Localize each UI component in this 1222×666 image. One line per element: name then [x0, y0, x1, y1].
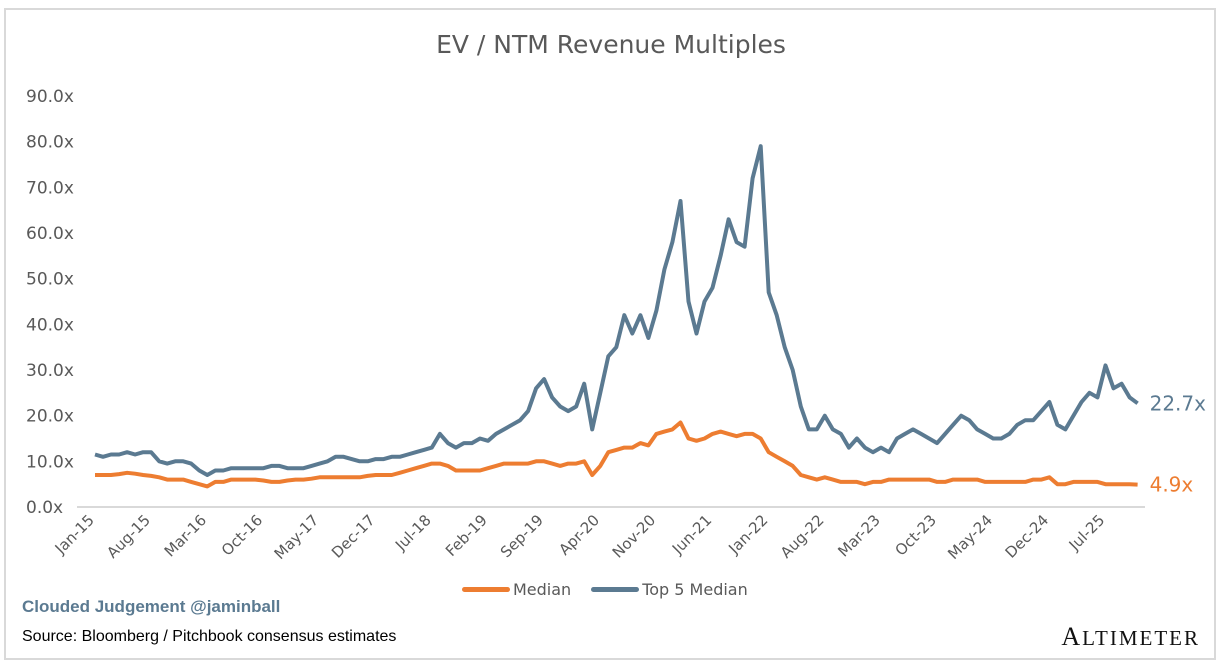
x-tick-label: Aug-22 — [777, 511, 828, 562]
y-tick-label: 80.0x — [26, 133, 74, 153]
y-tick-label: 10.0x — [26, 452, 74, 472]
altimeter-logo: ALTIMETER — [1061, 622, 1200, 651]
legend-swatch-top5 — [591, 587, 640, 592]
chart-title: EV / NTM Revenue Multiples — [436, 30, 786, 59]
legend-label-top5: Top 5 Median — [642, 580, 748, 599]
series-line-median — [95, 420, 1138, 489]
legend-label-median: Median — [513, 580, 572, 599]
series-line-top5-median — [94, 144, 1139, 477]
x-tick-label: May-24 — [944, 511, 996, 563]
end-label-top5-median: 22.7x — [1150, 391, 1207, 415]
chart-frame — [4, 8, 1216, 660]
legend: Median Top 5 Median — [462, 580, 768, 599]
legend-item-top5: Top 5 Median — [591, 580, 748, 599]
y-tick-label: 40.0x — [26, 315, 74, 335]
y-tick-label: 60.0x — [26, 224, 74, 244]
y-tick-label: 20.0x — [26, 407, 74, 427]
legend-swatch-median — [462, 587, 510, 592]
x-tick-label: Jan-15 — [51, 511, 98, 558]
credit-text: Clouded Judgement @jaminball — [22, 597, 281, 616]
y-tick-label: 30.0x — [26, 361, 74, 381]
y-tick-label: 70.0x — [26, 178, 74, 198]
legend-item-median: Median — [462, 580, 571, 599]
x-tick-label: Feb-19 — [442, 511, 491, 560]
end-label-median: 4.9x — [1150, 473, 1194, 497]
y-tick-label: 50.0x — [26, 270, 74, 290]
x-tick-label: Apr-20 — [555, 511, 603, 559]
x-tick-label: Jun-21 — [668, 511, 715, 558]
x-tick-label: Aug-15 — [103, 511, 154, 562]
x-tick-label: Jul-18 — [391, 511, 435, 555]
x-tick-label: Mar-23 — [834, 511, 883, 560]
x-tick-label: Oct-16 — [218, 511, 266, 559]
x-tick-label: Oct-23 — [892, 511, 940, 559]
y-tick-label: 0.0x — [26, 498, 63, 518]
x-tick-label: Jan-22 — [724, 511, 771, 558]
x-tick-label: Nov-20 — [609, 511, 659, 561]
source-text: Source: Bloomberg / Pitchbook consensus … — [22, 628, 397, 645]
x-tick-label: Dec-17 — [328, 511, 379, 562]
x-tick-label: Sep-19 — [497, 511, 547, 561]
x-tick-label: Mar-16 — [161, 511, 210, 560]
y-tick-label: 90.0x — [26, 87, 74, 107]
x-tick-label: May-17 — [271, 511, 323, 563]
x-tick-label: Dec-24 — [1002, 511, 1053, 562]
x-tick-label: Jul-25 — [1065, 511, 1109, 555]
